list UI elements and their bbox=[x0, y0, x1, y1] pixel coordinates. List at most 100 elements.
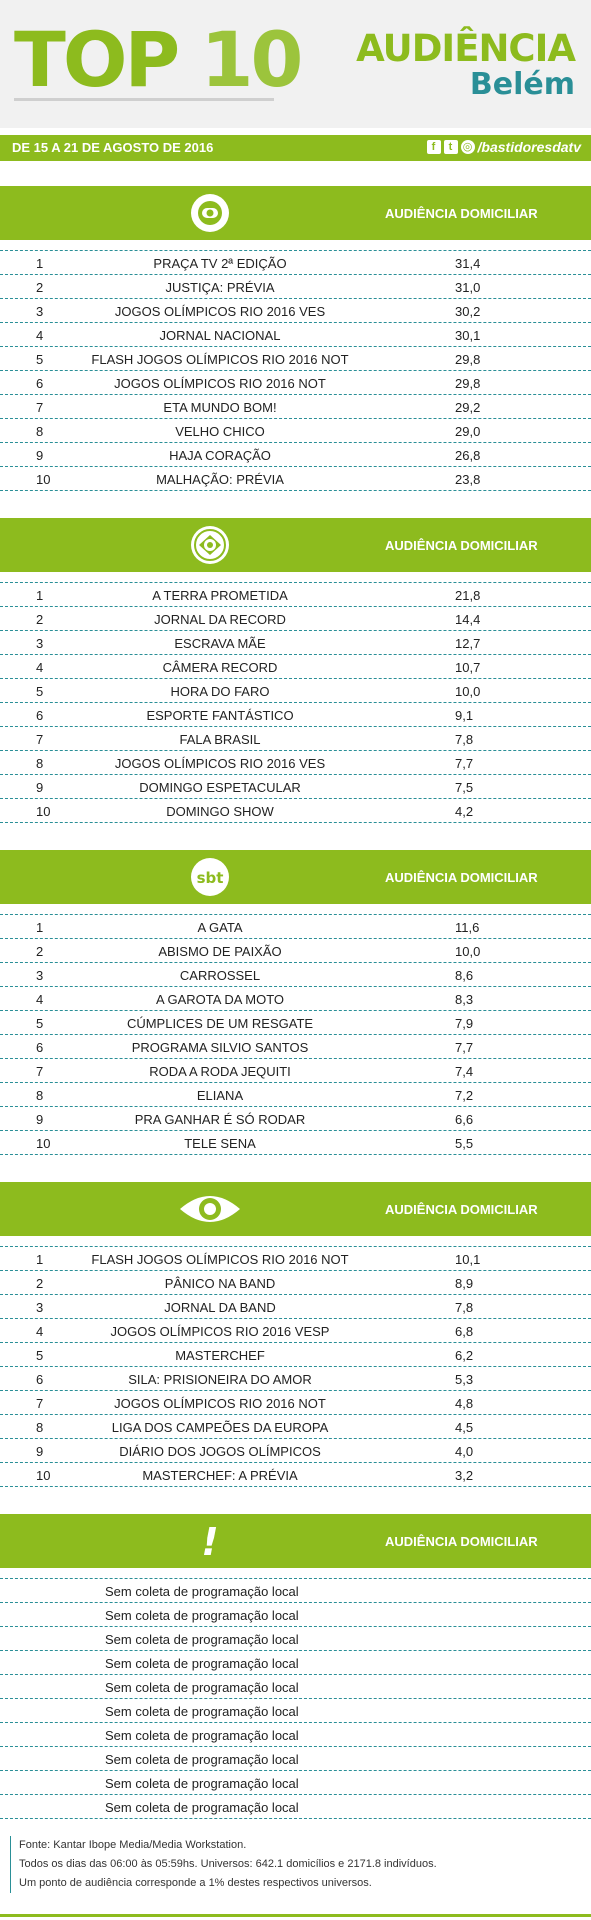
program-name: TELE SENA bbox=[184, 1136, 256, 1151]
rank-position: 2 bbox=[36, 612, 44, 627]
no-data-text: Sem coleta de programação local bbox=[105, 1752, 299, 1767]
table-row: 8 JOGOS OLÍMPICOS RIO 2016 VES 7,7 bbox=[0, 751, 591, 775]
rank-position: 2 bbox=[36, 944, 44, 959]
table-row: 5 FLASH JOGOS OLÍMPICOS RIO 2016 NOT 29,8 bbox=[0, 347, 591, 371]
footer-note: Um ponto de audiência corresponde a 1% d… bbox=[19, 1877, 372, 1889]
table-row: 4 A GAROTA DA MOTO 8,3 bbox=[0, 987, 591, 1011]
facebook-icon[interactable]: f bbox=[426, 140, 441, 154]
rating-value: 29,8 bbox=[455, 352, 481, 367]
rating-value: 4,8 bbox=[455, 1396, 474, 1411]
rating-value: 8,6 bbox=[455, 968, 474, 983]
rank-position: 9 bbox=[36, 1444, 44, 1459]
rank-position: 4 bbox=[36, 1324, 44, 1339]
program-name: HORA DO FARO bbox=[170, 684, 270, 699]
table-row: 2 JUSTIÇA: PRÉVIA 31,0 bbox=[0, 275, 591, 299]
logo-text: ! bbox=[201, 1521, 218, 1561]
table-row: 9 PRA GANHAR É SÓ RODAR 6,6 bbox=[0, 1107, 591, 1131]
rank-position: 3 bbox=[36, 1300, 44, 1315]
rating-value: 10,7 bbox=[455, 660, 481, 675]
city-name: Belém bbox=[469, 67, 575, 102]
table-row: 8 LIGA DOS CAMPEÕES DA EUROPA 4,5 bbox=[0, 1415, 591, 1439]
program-name: RODA A RODA JEQUITI bbox=[149, 1064, 291, 1079]
program-name: DOMINGO ESPETACULAR bbox=[139, 780, 301, 795]
program-name: A GATA bbox=[197, 920, 243, 935]
rank-position: 7 bbox=[36, 732, 44, 747]
table-row: 10 DOMINGO SHOW 4,2 bbox=[0, 799, 591, 823]
no-data-text: Sem coleta de programação local bbox=[105, 1776, 299, 1791]
ranking-table: 1 PRAÇA TV 2ª EDIÇÃO 31,4 2 JUSTIÇA: PRÉVIA 3… bbox=[0, 250, 591, 491]
table-row: 1 PRAÇA TV 2ª EDIÇÃO 31,4 bbox=[0, 250, 591, 275]
rank-position: 6 bbox=[36, 1040, 44, 1055]
rating-value: 7,5 bbox=[455, 780, 474, 795]
program-name: ABISMO DE PAIXÃO bbox=[158, 944, 282, 959]
rating-value: 7,8 bbox=[455, 1300, 474, 1315]
section-header: AUDIÊNCIA DOMICILIAR bbox=[0, 1182, 591, 1236]
bottom-accent-line bbox=[0, 1914, 591, 1917]
table-row: 3 JORNAL DA BAND 7,8 bbox=[0, 1295, 591, 1319]
rank-position: 10 bbox=[36, 472, 51, 487]
table-row: 1 A GATA 11,6 bbox=[0, 914, 591, 939]
rank-position: 4 bbox=[36, 328, 44, 343]
program-name: JOGOS OLÍMPICOS RIO 2016 NOT bbox=[114, 1396, 326, 1411]
table-row: Sem coleta de programação local bbox=[0, 1795, 591, 1819]
rank-position: 8 bbox=[36, 424, 44, 439]
table-row: 4 CÂMERA RECORD 10,7 bbox=[0, 655, 591, 679]
program-name: ETA MUNDO BOM! bbox=[163, 400, 277, 415]
audiencia-domiciliar-label: AUDIÊNCIA DOMICILIAR bbox=[385, 1202, 538, 1217]
table-row: 3 CARROSSEL 8,6 bbox=[0, 963, 591, 987]
program-name: JORNAL NACIONAL bbox=[159, 328, 281, 343]
rank-position: 3 bbox=[36, 968, 44, 983]
rating-value: 30,2 bbox=[455, 304, 481, 319]
audiencia-title: AUDIÊNCIA bbox=[356, 27, 576, 70]
social-handle[interactable]: /bastidoresdatv bbox=[477, 139, 581, 155]
header: TOP 10 AUDIÊNCIA Belém bbox=[0, 0, 591, 128]
rating-value: 26,8 bbox=[455, 448, 481, 463]
rank-position: 7 bbox=[36, 1396, 44, 1411]
program-name: JUSTIÇA: PRÉVIA bbox=[165, 280, 275, 295]
rank-position: 10 bbox=[36, 1468, 51, 1483]
table-row: 9 DOMINGO ESPETACULAR 7,5 bbox=[0, 775, 591, 799]
table-row: 2 JORNAL DA RECORD 14,4 bbox=[0, 607, 591, 631]
rank-position: 4 bbox=[36, 992, 44, 1007]
rating-value: 6,6 bbox=[455, 1112, 474, 1127]
program-name: JOGOS OLÍMPICOS RIO 2016 VES bbox=[114, 304, 326, 319]
rating-value: 4,2 bbox=[455, 804, 474, 819]
rating-value: 7,9 bbox=[455, 1016, 474, 1031]
rank-position: 7 bbox=[36, 1064, 44, 1079]
top-word: TOP bbox=[14, 15, 180, 104]
rank-position: 7 bbox=[36, 400, 44, 415]
rating-value: 10,0 bbox=[455, 684, 481, 699]
program-name: MASTERCHEF bbox=[175, 1348, 265, 1363]
instagram-icon[interactable]: ◎ bbox=[460, 140, 475, 154]
record-logo-icon bbox=[190, 525, 230, 565]
table-row: 6 JOGOS OLÍMPICOS RIO 2016 NOT 29,8 bbox=[0, 371, 591, 395]
rating-value: 21,8 bbox=[455, 588, 481, 603]
table-row: Sem coleta de programação local bbox=[0, 1578, 591, 1603]
rank-position: 9 bbox=[36, 780, 44, 795]
table-row: 2 ABISMO DE PAIXÃO 10,0 bbox=[0, 939, 591, 963]
table-row: Sem coleta de programação local bbox=[0, 1771, 591, 1795]
rating-value: 23,8 bbox=[455, 472, 481, 487]
rank-position: 8 bbox=[36, 1420, 44, 1435]
rating-value: 7,7 bbox=[455, 756, 474, 771]
audiencia-domiciliar-label: AUDIÊNCIA DOMICILIAR bbox=[385, 538, 538, 553]
audiencia-domiciliar-label: AUDIÊNCIA DOMICILIAR bbox=[385, 206, 538, 221]
table-row: 10 TELE SENA 5,5 bbox=[0, 1131, 591, 1155]
rating-value: 4,5 bbox=[455, 1420, 474, 1435]
table-row: 6 PROGRAMA SILVIO SANTOS 7,7 bbox=[0, 1035, 591, 1059]
rating-value: 14,4 bbox=[455, 612, 481, 627]
twitter-icon[interactable]: t bbox=[443, 140, 458, 154]
table-row: 4 JORNAL NACIONAL 30,1 bbox=[0, 323, 591, 347]
table-row: Sem coleta de programação local bbox=[0, 1747, 591, 1771]
table-row: 7 RODA A RODA JEQUITI 7,4 bbox=[0, 1059, 591, 1083]
rank-position: 9 bbox=[36, 448, 44, 463]
logo-text: sbt bbox=[197, 869, 224, 887]
rating-value: 9,1 bbox=[455, 708, 474, 723]
table-row: Sem coleta de programação local bbox=[0, 1699, 591, 1723]
section-header: sbt AUDIÊNCIA DOMICILIAR bbox=[0, 850, 591, 904]
rating-value: 7,4 bbox=[455, 1064, 474, 1079]
rating-value: 8,9 bbox=[455, 1276, 474, 1291]
rank-position: 3 bbox=[36, 304, 44, 319]
table-row: Sem coleta de programação local bbox=[0, 1675, 591, 1699]
program-name: DIÁRIO DOS JOGOS OLÍMPICOS bbox=[119, 1444, 321, 1459]
